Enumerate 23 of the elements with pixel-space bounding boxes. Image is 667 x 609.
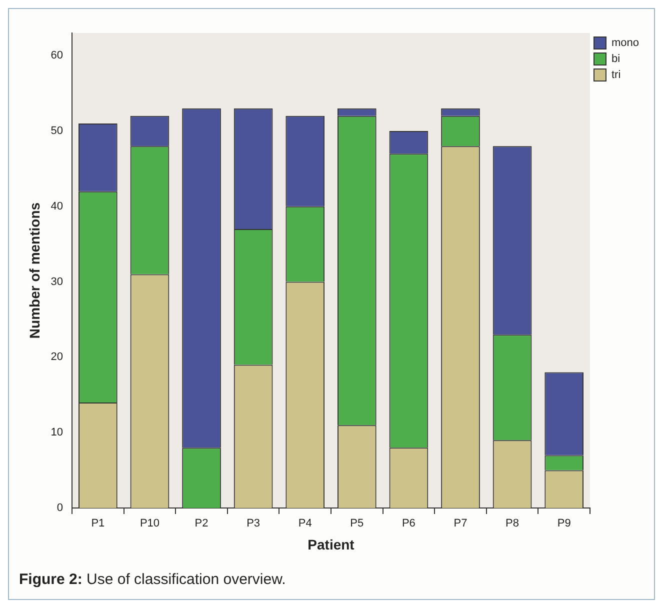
x-tick-label: P7 (454, 518, 468, 530)
caption: Figure 2: Use of classification overview. (19, 571, 286, 588)
y-axis-title: Number of mentions (26, 202, 42, 339)
x-tick-label: P3 (246, 518, 260, 530)
x-tick-label: P2 (194, 518, 208, 530)
x-tick-label: P6 (402, 518, 416, 530)
x-tick-label: P5 (350, 518, 364, 530)
x-tick-label: P4 (298, 518, 312, 530)
y-tick-label: 20 (50, 351, 64, 364)
x-tick-label: P10 (140, 518, 160, 530)
y-tick-label: 60 (50, 50, 64, 62)
y-tick-label: 50 (50, 125, 64, 138)
y-tick-label: 30 (50, 276, 64, 288)
legend-label: bi (611, 53, 620, 66)
y-tick-label: 10 (50, 426, 64, 439)
y-tick-label: 0 (56, 502, 64, 514)
legend-label: tri (611, 69, 621, 82)
x-tick-label: P8 (506, 518, 520, 530)
x-tick-label: P1 (91, 518, 105, 530)
y-tick-label: 40 (50, 200, 64, 212)
x-tick-label: P9 (557, 518, 571, 530)
x-axis-title: Patient (308, 536, 355, 552)
legend-label: mono (611, 37, 640, 50)
